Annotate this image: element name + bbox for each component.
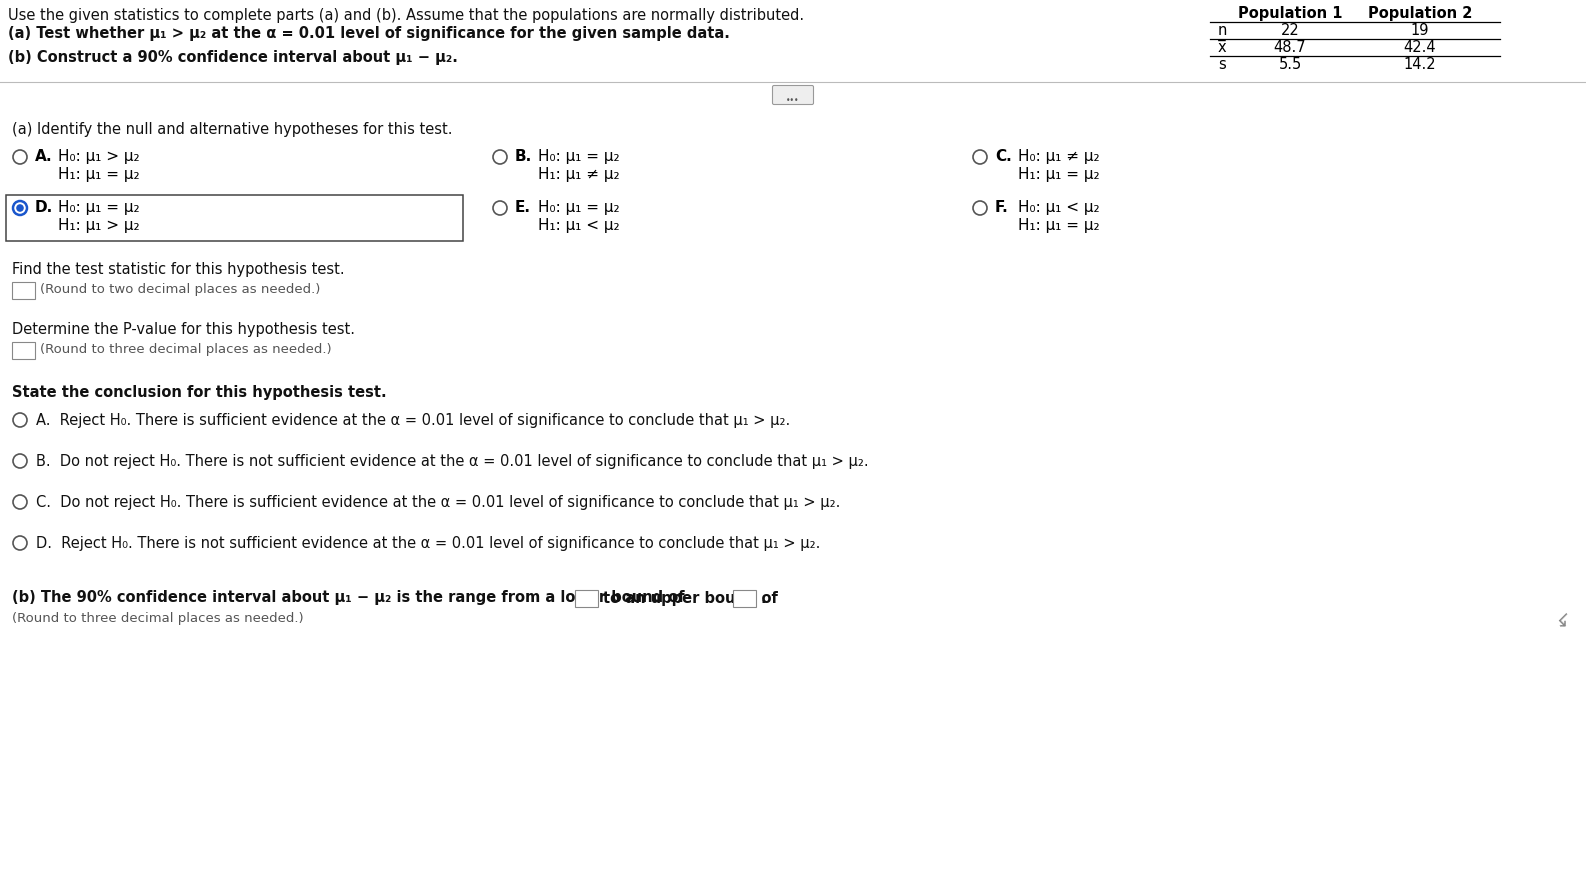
Text: (Round to two decimal places as needed.): (Round to two decimal places as needed.) — [40, 283, 320, 296]
Text: x̅: x̅ — [1218, 40, 1226, 55]
Text: C.: C. — [994, 149, 1012, 164]
FancyBboxPatch shape — [6, 195, 463, 241]
Text: (a) Identify the null and alternative hypotheses for this test.: (a) Identify the null and alternative hy… — [13, 122, 452, 137]
Circle shape — [13, 201, 27, 215]
Text: .: . — [761, 591, 766, 606]
Circle shape — [493, 150, 508, 164]
Circle shape — [493, 201, 508, 215]
Text: H₀: μ₁ < μ₂: H₀: μ₁ < μ₂ — [1018, 200, 1099, 215]
Text: to an upper bound of: to an upper bound of — [603, 591, 777, 606]
FancyBboxPatch shape — [11, 342, 35, 358]
Circle shape — [13, 495, 27, 509]
Text: •••: ••• — [787, 96, 799, 105]
Text: H₀: μ₁ > μ₂: H₀: μ₁ > μ₂ — [59, 149, 140, 164]
Circle shape — [13, 150, 27, 164]
Text: Use the given statistics to complete parts (a) and (b). Assume that the populati: Use the given statistics to complete par… — [8, 8, 804, 23]
Text: State the conclusion for this hypothesis test.: State the conclusion for this hypothesis… — [13, 385, 387, 400]
Text: s: s — [1218, 57, 1226, 72]
Text: H₁: μ₁ ≠ μ₂: H₁: μ₁ ≠ μ₂ — [538, 167, 620, 182]
Text: A.: A. — [35, 149, 52, 164]
Text: H₁: μ₁ = μ₂: H₁: μ₁ = μ₂ — [1018, 218, 1099, 233]
Text: H₀: μ₁ ≠ μ₂: H₀: μ₁ ≠ μ₂ — [1018, 149, 1099, 164]
Text: Find the test statistic for this hypothesis test.: Find the test statistic for this hypothe… — [13, 262, 344, 277]
Text: A.  Reject H₀. There is sufficient evidence at the α = 0.01 level of significanc: A. Reject H₀. There is sufficient eviden… — [36, 413, 790, 428]
Text: H₀: μ₁ = μ₂: H₀: μ₁ = μ₂ — [538, 149, 620, 164]
FancyBboxPatch shape — [11, 281, 35, 299]
Text: H₁: μ₁ > μ₂: H₁: μ₁ > μ₂ — [59, 218, 140, 233]
Text: Population 2: Population 2 — [1367, 6, 1472, 21]
Text: (Round to three decimal places as needed.): (Round to three decimal places as needed… — [13, 612, 303, 625]
FancyBboxPatch shape — [574, 590, 598, 606]
Text: 14.2: 14.2 — [1404, 57, 1437, 72]
FancyBboxPatch shape — [733, 590, 755, 606]
Circle shape — [16, 204, 24, 212]
Circle shape — [13, 413, 27, 427]
Circle shape — [13, 454, 27, 468]
Text: D.: D. — [35, 200, 54, 215]
Text: 5.5: 5.5 — [1278, 57, 1302, 72]
Circle shape — [13, 536, 27, 550]
Text: H₀: μ₁ = μ₂: H₀: μ₁ = μ₂ — [538, 200, 620, 215]
Circle shape — [972, 201, 986, 215]
Text: H₁: μ₁ < μ₂: H₁: μ₁ < μ₂ — [538, 218, 620, 233]
Text: Determine the P-value for this hypothesis test.: Determine the P-value for this hypothesi… — [13, 322, 355, 337]
Text: E.: E. — [515, 200, 531, 215]
Text: (a) Test whether μ₁ > μ₂ at the α = 0.01 level of significance for the given sam: (a) Test whether μ₁ > μ₂ at the α = 0.01… — [8, 26, 730, 41]
Text: 42.4: 42.4 — [1404, 40, 1437, 55]
Text: D.  Reject H₀. There is not sufficient evidence at the α = 0.01 level of signifi: D. Reject H₀. There is not sufficient ev… — [36, 536, 820, 551]
Text: 22: 22 — [1280, 23, 1299, 38]
Text: B.  Do not reject H₀. There is not sufficient evidence at the α = 0.01 level of : B. Do not reject H₀. There is not suffic… — [36, 454, 869, 469]
Text: (b) The 90% confidence interval about μ₁ − μ₂ is the range from a lower bound of: (b) The 90% confidence interval about μ₁… — [13, 590, 685, 605]
Text: H₁: μ₁ = μ₂: H₁: μ₁ = μ₂ — [59, 167, 140, 182]
Text: Population 1: Population 1 — [1237, 6, 1342, 21]
Text: (b) Construct a 90% confidence interval about μ₁ − μ₂.: (b) Construct a 90% confidence interval … — [8, 50, 458, 65]
Text: H₀: μ₁ = μ₂: H₀: μ₁ = μ₂ — [59, 200, 140, 215]
Text: F.: F. — [994, 200, 1009, 215]
Text: n: n — [1218, 23, 1228, 38]
FancyBboxPatch shape — [772, 86, 814, 104]
Circle shape — [972, 150, 986, 164]
Text: B.: B. — [515, 149, 533, 164]
Text: 19: 19 — [1412, 23, 1429, 38]
Text: C.  Do not reject H₀. There is sufficient evidence at the α = 0.01 level of sign: C. Do not reject H₀. There is sufficient… — [36, 495, 841, 510]
Text: (Round to three decimal places as needed.): (Round to three decimal places as needed… — [40, 343, 331, 356]
Text: ↳: ↳ — [1548, 612, 1573, 637]
Text: 48.7: 48.7 — [1274, 40, 1307, 55]
Text: H₁: μ₁ = μ₂: H₁: μ₁ = μ₂ — [1018, 167, 1099, 182]
